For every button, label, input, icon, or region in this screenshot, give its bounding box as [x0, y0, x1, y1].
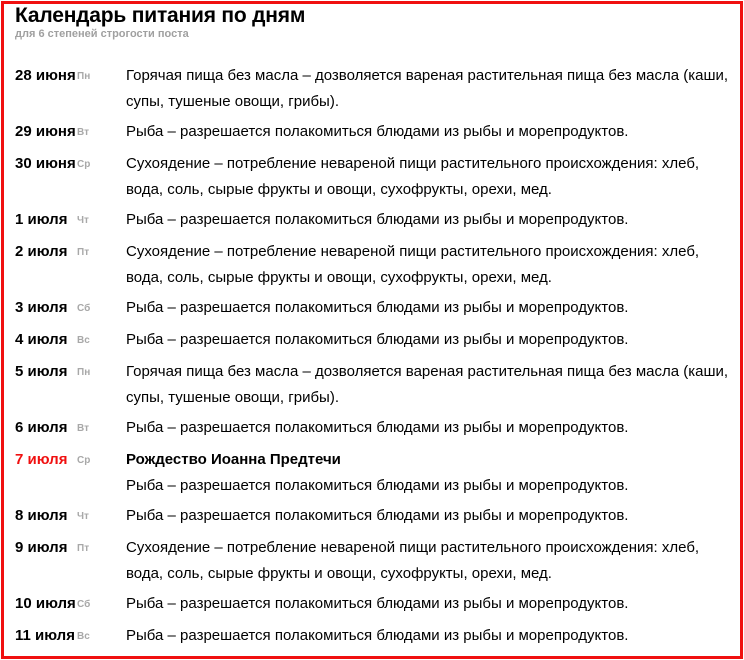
day-of-week: Пт: [77, 247, 90, 258]
fasting-rule: Рыба – разрешается полакомиться блюдами …: [126, 299, 629, 316]
fasting-rule: Рыба – разрешается полакомиться блюдами …: [126, 627, 629, 644]
day-description: Рыба – разрешается полакомиться блюдами …: [126, 295, 730, 323]
day-row: 5 июля Пн Горячая пища без масла – дозво…: [15, 359, 730, 411]
day-row: 28 июня Пн Горячая пища без масла – дозв…: [15, 63, 730, 115]
day-description: Рыба – разрешается полакомиться блюдами …: [126, 207, 730, 235]
day-date: 28 июня: [15, 67, 76, 84]
day-description: Рождество Иоанна Предтечи Рыба – разрешае…: [126, 447, 730, 499]
day-of-week: Ср: [77, 455, 91, 466]
day-of-week: Пн: [77, 71, 91, 82]
day-row: 8 июля Чт Рыба – разрешается полакомитьс…: [15, 503, 730, 531]
day-date: 6 июля: [15, 419, 68, 436]
day-description: Сухоядение – потребление невареной пищи …: [126, 535, 730, 587]
day-date: 10 июля: [15, 595, 76, 612]
day-list: 28 июня Пн Горячая пища без масла – дозв…: [15, 63, 730, 655]
fasting-rule: Рыба – разрешается полакомиться блюдами …: [126, 477, 629, 494]
day-of-week: Сб: [77, 599, 91, 610]
day-date: 1 июля: [15, 211, 68, 228]
day-description: Рыба – разрешается полакомиться блюдами …: [126, 591, 730, 619]
day-date: 7 июля: [15, 451, 68, 468]
fasting-rule: Рыба – разрешается полакомиться блюдами …: [126, 595, 629, 612]
day-description: Рыба – разрешается полакомиться блюдами …: [126, 327, 730, 355]
day-description: Сухоядение – потребление невареной пищи …: [126, 239, 730, 291]
day-of-week: Вс: [77, 631, 90, 642]
day-row: 9 июля Пт Сухоядение – потребление невар…: [15, 535, 730, 587]
day-of-week: Сб: [77, 303, 91, 314]
fasting-rule: Сухоядение – потребление невареной пищи …: [126, 155, 700, 198]
day-date: 29 июня: [15, 123, 76, 140]
page-title: Календарь питания по дням: [15, 4, 306, 27]
day-description: Горячая пища без масла – дозволяется вар…: [126, 359, 730, 411]
day-of-week: Вс: [77, 335, 90, 346]
page-subtitle: для 6 степеней строгости поста: [15, 28, 189, 40]
day-date: 2 июля: [15, 243, 68, 260]
day-description: Рыба – разрешается полакомиться блюдами …: [126, 623, 730, 651]
day-description: Рыба – разрешается полакомиться блюдами …: [126, 415, 730, 443]
day-row: 1 июля Чт Рыба – разрешается полакомитьс…: [15, 207, 730, 235]
day-date: 8 июля: [15, 507, 68, 524]
holiday-name: Рождество Иоанна Предтечи: [126, 451, 341, 468]
fasting-rule: Сухоядение – потребление невареной пищи …: [126, 243, 700, 286]
day-date: 3 июля: [15, 299, 68, 316]
fasting-rule: Рыба – разрешается полакомиться блюдами …: [126, 331, 629, 348]
day-date: 5 июля: [15, 363, 68, 380]
fasting-rule: Рыба – разрешается полакомиться блюдами …: [126, 507, 629, 524]
fasting-rule: Рыба – разрешается полакомиться блюдами …: [126, 419, 629, 436]
day-of-week: Пн: [77, 367, 91, 378]
day-of-week: Вт: [77, 127, 89, 138]
day-of-week: Ср: [77, 159, 91, 170]
day-description: Рыба – разрешается полакомиться блюдами …: [126, 503, 730, 531]
day-date: 9 июля: [15, 539, 68, 556]
day-description: Сухоядение – потребление невареной пищи …: [126, 151, 730, 203]
day-row: 2 июля Пт Сухоядение – потребление невар…: [15, 239, 730, 291]
day-date: 4 июля: [15, 331, 68, 348]
day-of-week: Пт: [77, 543, 90, 554]
fasting-rule: Горячая пища без масла – дозволяется вар…: [126, 67, 729, 110]
fasting-rule: Рыба – разрешается полакомиться блюдами …: [126, 211, 629, 228]
day-row: 6 июля Вт Рыба – разрешается полакомитьс…: [15, 415, 730, 443]
day-of-week: Чт: [77, 215, 89, 226]
day-description: Рыба – разрешается полакомиться блюдами …: [126, 119, 730, 147]
day-date: 11 июля: [15, 627, 75, 644]
fasting-rule: Горячая пища без масла – дозволяется вар…: [126, 363, 729, 406]
day-of-week: Чт: [77, 511, 89, 522]
day-row: 11 июля Вс Рыба – разрешается полакомить…: [15, 623, 730, 651]
day-date: 30 июня: [15, 155, 76, 172]
day-row: 29 июня Вт Рыба – разрешается полакомить…: [15, 119, 730, 147]
day-description: Горячая пища без масла – дозволяется вар…: [126, 63, 730, 115]
fasting-rule: Сухоядение – потребление невареной пищи …: [126, 539, 700, 582]
day-row: 30 июня Ср Сухоядение – потребление нева…: [15, 151, 730, 203]
day-row: 10 июля Сб Рыба – разрешается полакомить…: [15, 591, 730, 619]
day-of-week: Вт: [77, 423, 89, 434]
day-row: 4 июля Вс Рыба – разрешается полакомитьс…: [15, 327, 730, 355]
day-row: 3 июля Сб Рыба – разрешается полакомитьс…: [15, 295, 730, 323]
fasting-rule: Рыба – разрешается полакомиться блюдами …: [126, 123, 629, 140]
day-row: 7 июля Ср Рождество Иоанна Предтечи Рыба …: [15, 447, 730, 499]
